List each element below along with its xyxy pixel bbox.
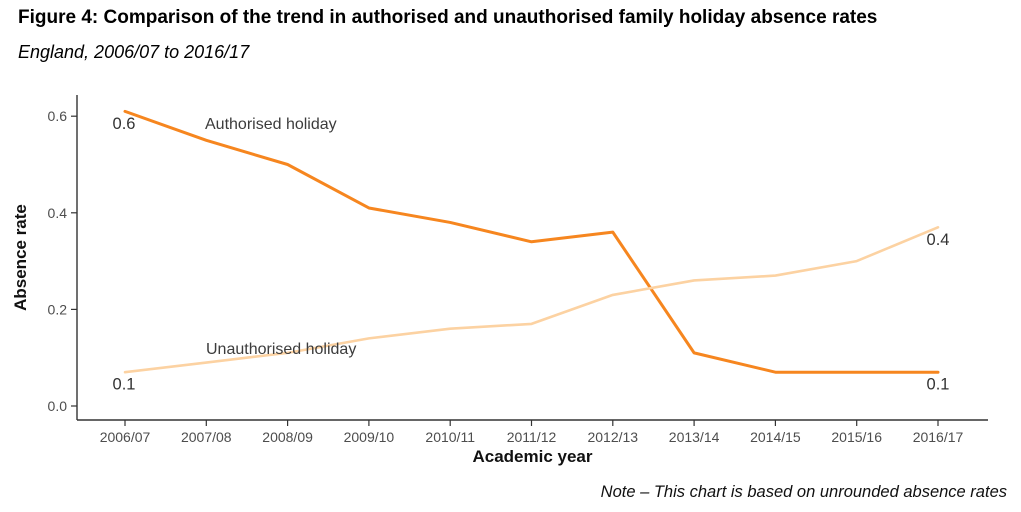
y-tick-label: 0.4 — [48, 205, 68, 221]
last-point-value-label: 0.4 — [927, 231, 950, 249]
x-tick-label: 2012/13 — [587, 429, 638, 445]
x-tick-label: 2009/10 — [344, 429, 395, 445]
x-tick-label: 2013/14 — [669, 429, 720, 445]
x-tick-label: 2014/15 — [750, 429, 801, 445]
x-tick-label: 2008/09 — [262, 429, 313, 445]
x-tick-label: 2006/07 — [100, 429, 151, 445]
y-axis-title: Absence rate — [11, 204, 30, 311]
x-tick-label: 2015/16 — [831, 429, 882, 445]
figure-subtitle: England, 2006/07 to 2016/17 — [18, 42, 250, 62]
last-point-value-label: 0.1 — [927, 376, 950, 394]
x-tick-label: 2007/08 — [181, 429, 232, 445]
y-tick-label: 0.0 — [48, 398, 68, 414]
first-point-value-label: 0.1 — [113, 376, 136, 394]
x-tick-label: 2016/17 — [913, 429, 964, 445]
x-tick-label: 2011/12 — [507, 429, 557, 445]
series-line-unauthorised — [123, 225, 940, 374]
figure-title: Figure 4: Comparison of the trend in aut… — [18, 7, 878, 28]
series-label-authorised: Authorised holiday — [205, 116, 337, 133]
figure-note: Note – This chart is based on unrounded … — [600, 483, 1007, 501]
x-tick-label: 2010/11 — [425, 429, 475, 445]
first-point-value-label: 0.6 — [113, 115, 136, 133]
y-tick-label: 0.6 — [48, 108, 68, 124]
y-tick-label: 0.2 — [48, 301, 68, 317]
series-label-unauthorised: Unauthorised holiday — [206, 341, 356, 358]
x-axis-title: Academic year — [472, 447, 592, 466]
series-line-authorised — [123, 109, 940, 374]
